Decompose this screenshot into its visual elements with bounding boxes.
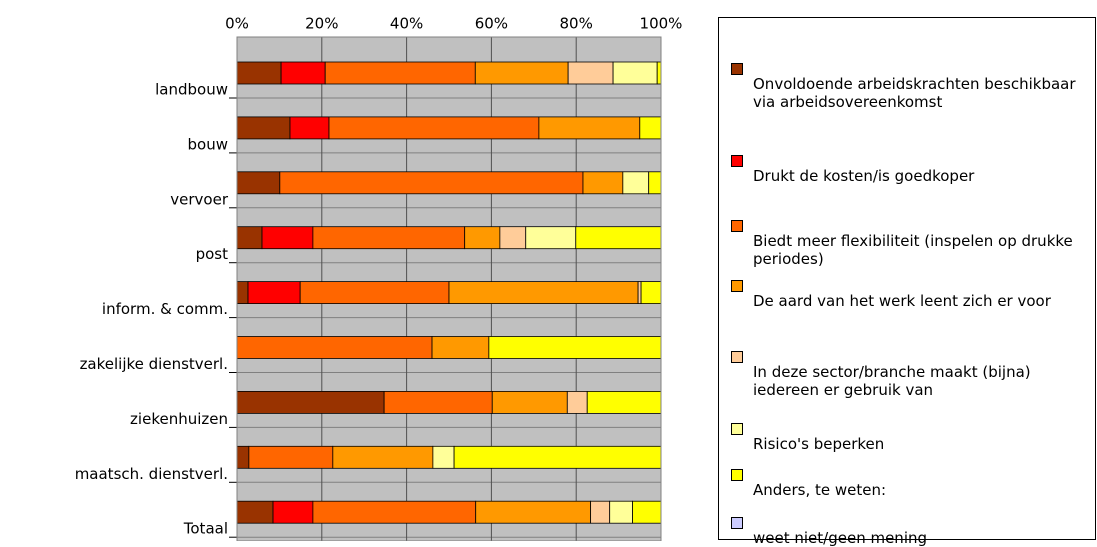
- legend-label: Risico's beperken: [753, 435, 885, 453]
- bar-segment: [280, 61, 326, 85]
- y-tick-label: bouw: [188, 135, 228, 153]
- bar-segment: [236, 281, 249, 305]
- bar-segment: [475, 500, 592, 524]
- bar-segment: [637, 281, 642, 305]
- bar-segment: [324, 61, 476, 85]
- legend-swatch: [731, 423, 743, 435]
- x-tick-label: 40%: [390, 15, 423, 33]
- y-tick-label: zakelijke dienstverl.: [80, 355, 228, 373]
- bar-segment: [432, 445, 455, 469]
- bar-segment: [622, 171, 650, 195]
- bar-segment: [236, 171, 281, 195]
- y-tick-label: Totaal: [183, 520, 228, 538]
- bar-segment: [590, 500, 611, 524]
- bar-segment: [236, 390, 385, 414]
- bar-segment: [499, 226, 527, 250]
- y-tick-label: landbouw: [155, 81, 228, 99]
- bar-segment: [272, 500, 314, 524]
- bar-segment: [312, 226, 466, 250]
- legend-swatch: [731, 351, 743, 363]
- legend: Onvoldoende arbeidskrachten beschikbaar …: [718, 17, 1096, 547]
- bar-segment: [328, 116, 540, 140]
- bar-segment: [640, 281, 662, 305]
- legend-label: Drukt de kosten/is goedkoper: [753, 167, 975, 185]
- bar-segment: [332, 445, 434, 469]
- legend-entry: Risico's beperken: [731, 423, 1091, 453]
- y-tick-label: vervoer: [170, 190, 229, 208]
- bar-segment: [648, 171, 662, 195]
- bar-segment: [632, 500, 662, 524]
- bar-segment: [609, 500, 633, 524]
- legend-label: De aard van het werk leent zich er voor: [753, 292, 1051, 310]
- legend-swatch: [731, 63, 743, 75]
- bar-segment: [299, 281, 450, 305]
- bar-segment: [279, 171, 584, 195]
- y-tick-label: post: [196, 245, 229, 263]
- bar-segment: [248, 445, 334, 469]
- legend-label: weet niet/geen mening: [753, 529, 928, 547]
- legend-label: In deze sector/branche maakt (bijna) ied…: [753, 363, 1031, 399]
- x-tick-label: 0%: [225, 15, 249, 33]
- bar-segment: [448, 281, 639, 305]
- bar-segment: [566, 390, 588, 414]
- bar-segment: [312, 500, 477, 524]
- x-tick-label: 60%: [475, 15, 508, 33]
- bar-segment: [236, 116, 291, 140]
- bar-segment: [567, 61, 614, 85]
- legend-swatch: [731, 280, 743, 292]
- legend-entry: Biedt meer flexibiliteit (inspelen op dr…: [731, 220, 1091, 268]
- y-tick-label: inform. & comm.: [102, 300, 228, 318]
- bar-segment: [289, 116, 330, 140]
- bar-segment: [474, 61, 569, 85]
- bar-segment: [236, 61, 282, 85]
- y-tick-label: ziekenhuizen: [130, 410, 228, 428]
- bar-segment: [383, 390, 493, 414]
- bar-segment: [488, 336, 662, 359]
- bar-segment: [612, 61, 658, 85]
- legend-entry: In deze sector/branche maakt (bijna) ied…: [731, 351, 1091, 399]
- legend-entry: De aard van het werk leent zich er voor: [731, 280, 1091, 310]
- bar-segment: [261, 226, 314, 250]
- bar-segment: [656, 61, 662, 85]
- legend-swatch: [731, 155, 743, 167]
- x-tick-label: 20%: [305, 15, 338, 33]
- bar-segment: [464, 226, 501, 250]
- bar-segment: [525, 226, 577, 250]
- bar-segment: [575, 226, 662, 250]
- bar-segment: [586, 390, 662, 414]
- legend-label: Biedt meer flexibiliteit (inspelen op dr…: [753, 232, 1073, 268]
- bar-segment: [538, 116, 641, 140]
- bar-segment: [582, 171, 624, 195]
- bar-segment: [247, 281, 301, 305]
- bar-segment: [236, 226, 263, 250]
- bar-segment: [236, 500, 274, 524]
- legend-entry: Anders, te weten:: [731, 469, 1091, 499]
- x-tick-label: 80%: [560, 15, 593, 33]
- bar-segment: [453, 445, 662, 469]
- bar-segment: [236, 336, 433, 359]
- legend-swatch: [731, 220, 743, 232]
- bar-segment: [236, 445, 250, 469]
- legend-entry: weet niet/geen mening: [731, 517, 1091, 547]
- legend-entry: Drukt de kosten/is goedkoper: [731, 155, 1091, 185]
- x-tick-label: 100%: [640, 15, 683, 33]
- legend-swatch: [731, 469, 743, 481]
- legend-label: Anders, te weten:: [753, 481, 887, 499]
- bar-segment: [431, 336, 490, 359]
- bar-segment: [639, 116, 662, 140]
- plot-border: [236, 36, 662, 541]
- legend-label: Onvoldoende arbeidskrachten beschikbaar …: [753, 75, 1076, 111]
- bar-segment: [491, 390, 568, 414]
- legend-entry: Onvoldoende arbeidskrachten beschikbaar …: [731, 63, 1091, 111]
- y-tick-label: maatsch. dienstverl.: [75, 465, 228, 483]
- legend-swatch: [731, 517, 743, 529]
